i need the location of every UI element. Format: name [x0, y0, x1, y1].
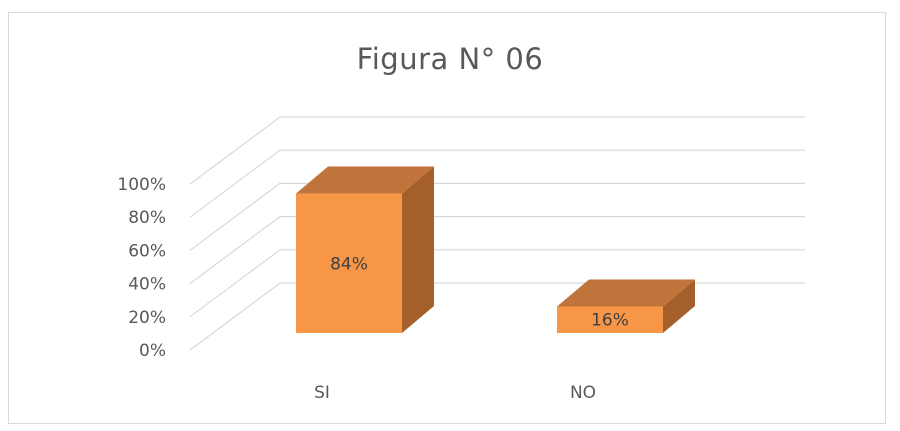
- bar-front: [296, 193, 402, 333]
- gridline: [189, 116, 805, 185]
- y-axis-ticks: 0% 20% 40% 60% 80% 100%: [117, 175, 166, 361]
- bars-layer: 84% 16%: [296, 166, 695, 333]
- gridline: [189, 149, 805, 218]
- x-category-label: SI: [314, 383, 330, 403]
- bar-side: [402, 166, 434, 333]
- y-tick-label: 100%: [117, 175, 166, 195]
- bar-top: [296, 166, 434, 194]
- gridline: [189, 249, 805, 318]
- chart-frame: [8, 12, 886, 424]
- gridline: [189, 282, 805, 351]
- bar-front: [557, 306, 663, 333]
- x-category-label: NO: [570, 383, 596, 403]
- data-label: 84%: [330, 254, 368, 274]
- y-tick-label: 0%: [139, 341, 166, 361]
- y-tick-label: 60%: [128, 241, 166, 261]
- y-tick-label: 80%: [128, 208, 166, 228]
- bar: 16%: [557, 279, 695, 333]
- y-tick-label: 20%: [128, 308, 166, 328]
- x-axis-categories: SI NO: [314, 383, 596, 403]
- grid-layer: [189, 116, 805, 351]
- gridline: [189, 216, 805, 285]
- y-tick-label: 40%: [128, 275, 166, 295]
- chart-title: Figura N° 06: [356, 42, 544, 76]
- bar: 84%: [296, 166, 434, 333]
- gridline: [189, 182, 805, 251]
- bar-side: [663, 279, 695, 333]
- bar-top: [557, 279, 695, 307]
- data-label: 16%: [591, 311, 629, 331]
